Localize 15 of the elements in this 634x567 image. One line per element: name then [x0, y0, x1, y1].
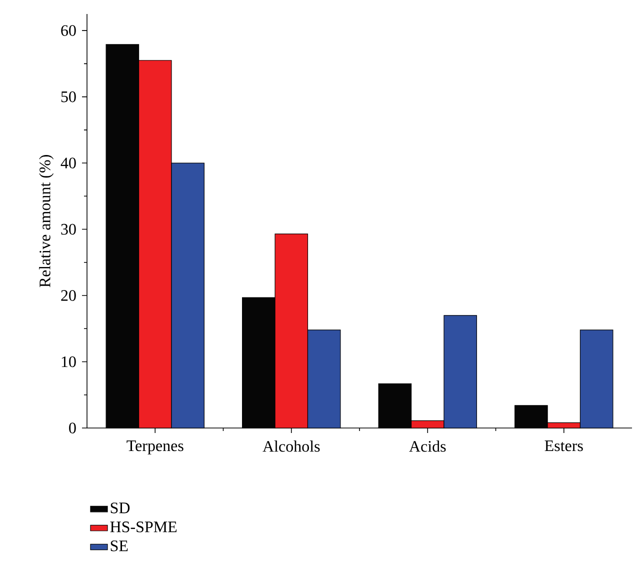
x-tick-label: Esters: [544, 440, 583, 452]
legend-label: HS-SPME: [110, 522, 177, 532]
y-tick-label: 30: [61, 224, 76, 235]
y-tick-label: 60: [61, 25, 76, 36]
y-tick-label: 50: [61, 91, 76, 102]
y-tick-label: 0: [69, 422, 76, 434]
y-tick-label: 40: [60, 158, 76, 168]
y-tick-label: 10: [62, 356, 76, 368]
x-tick-label: Terpenes: [126, 440, 184, 454]
x-tick-label: Alcohols: [262, 440, 320, 452]
y-tick-label: 20: [61, 290, 76, 301]
legend-label: SD: [110, 502, 130, 514]
y-axis-title: Relative amount (%): [39, 155, 54, 288]
x-tick-label: Acids: [409, 440, 446, 452]
legend-label: SE: [110, 540, 128, 552]
